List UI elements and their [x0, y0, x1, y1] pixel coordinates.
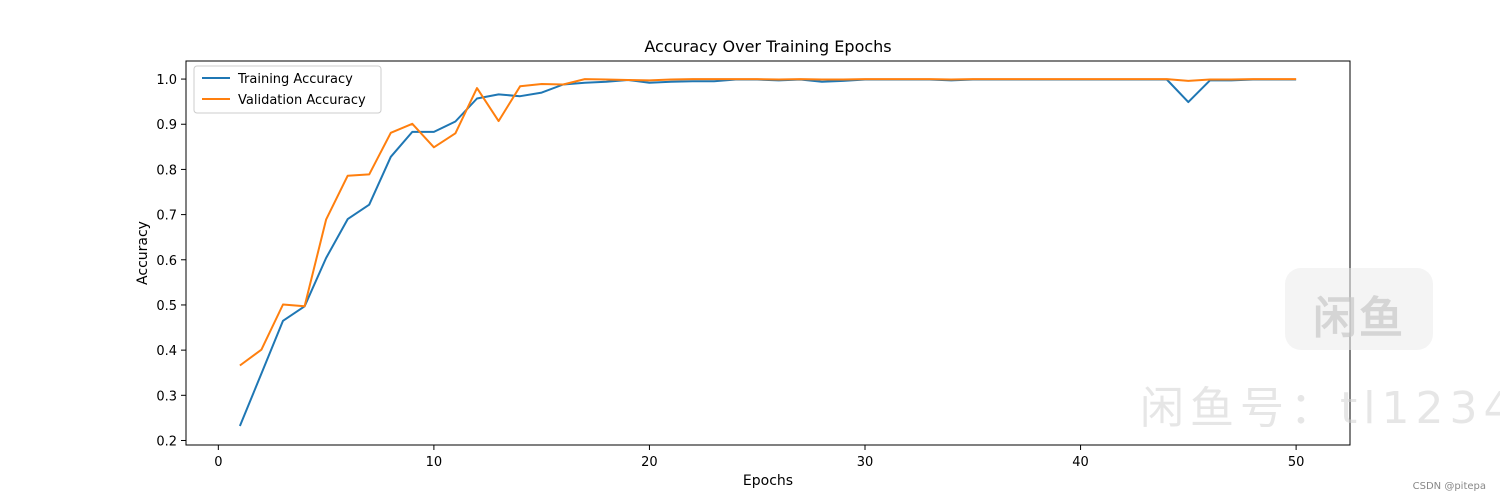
y-tick-label: 0.8: [156, 163, 177, 178]
y-axis-label: Accuracy: [135, 221, 151, 285]
legend-box: [193, 65, 382, 114]
x-tick-label: 30: [857, 455, 874, 470]
series-layer: [238, 78, 1297, 427]
x-tick-label: 40: [1072, 455, 1089, 470]
y-tick-label: 0.7: [156, 209, 177, 224]
y-tick-label: 1.0: [156, 73, 177, 88]
x-tick-label: 10: [426, 455, 443, 470]
legend: Training Accuracy Validation Accuracy: [193, 65, 382, 114]
credit-text: CSDN @pitepa: [1412, 481, 1486, 492]
ticks-layer: 0 10 20 30 40 50 0.2 0.3 0.4 0.5 0.6 0.7 0.8 0.9 1.0: [156, 73, 1304, 470]
watermark-badge: 闲鱼: [1285, 268, 1433, 350]
series-line-training-accuracy: [238, 78, 1297, 427]
x-tick-label: 20: [641, 455, 658, 470]
watermark-text: 闲鱼号：tl1234: [1140, 383, 1500, 434]
y-tick-label: 0.2: [156, 434, 177, 449]
x-tick-label: 0: [214, 455, 222, 470]
series-line-validation-accuracy: [239, 78, 1297, 367]
y-tick-label: 0.9: [156, 118, 177, 133]
watermark-badge-text: 闲鱼: [1313, 293, 1405, 344]
x-tick-label: 50: [1288, 455, 1305, 470]
y-tick-label: 0.6: [156, 254, 177, 269]
y-tick-label: 0.3: [156, 389, 177, 404]
plot-frame: [185, 60, 1351, 446]
x-axis-label: Epochs: [743, 473, 793, 489]
chart-title: Accuracy Over Training Epochs: [644, 37, 891, 56]
y-tick-label: 0.4: [156, 344, 177, 359]
y-tick-label: 0.5: [156, 299, 177, 314]
legend-label-training: Training Accuracy: [237, 72, 353, 87]
legend-label-validation: Validation Accuracy: [238, 93, 366, 108]
